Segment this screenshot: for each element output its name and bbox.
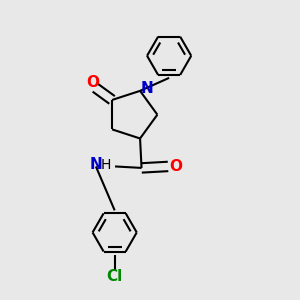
Text: O: O [169,159,182,174]
Text: N: N [89,158,102,172]
Text: N: N [140,81,153,96]
Text: O: O [86,75,99,90]
Text: H: H [101,158,111,172]
Text: Cl: Cl [106,269,123,284]
